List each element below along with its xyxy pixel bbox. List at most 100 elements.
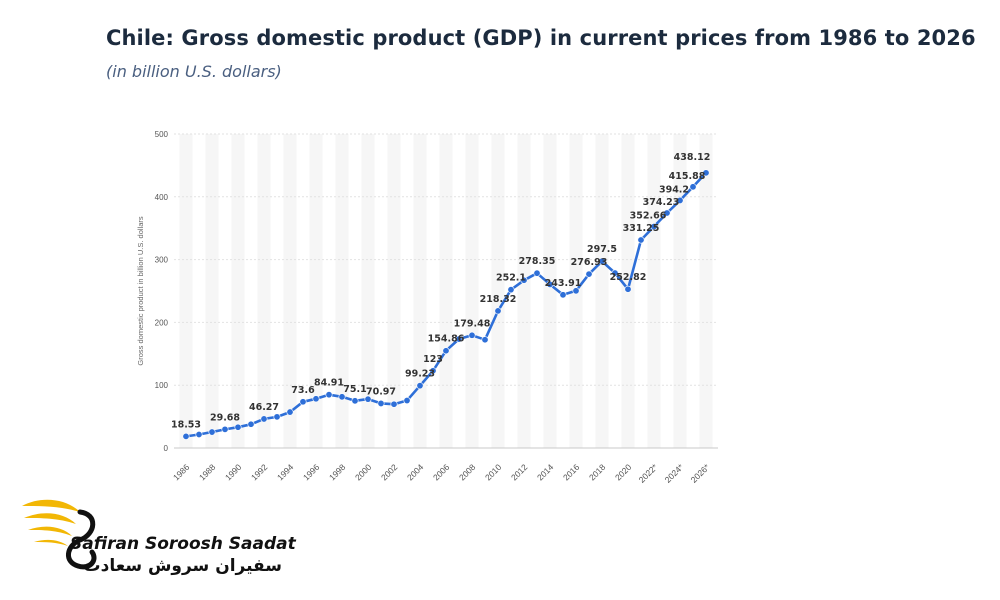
data-label: 179.48: [454, 318, 491, 329]
data-point: [533, 269, 541, 277]
data-label: 243.91: [545, 278, 582, 289]
data-label: 252.1: [496, 273, 526, 284]
grid-band: [673, 134, 687, 448]
data-point: [676, 196, 684, 204]
data-point: [234, 423, 242, 431]
data-point: [312, 395, 320, 403]
grid-band: [595, 134, 609, 448]
data-label: 352.66: [630, 211, 667, 222]
data-label: 331.25: [623, 223, 660, 234]
data-label: 29.68: [210, 412, 240, 423]
data-point: [624, 285, 632, 293]
grid-band: [179, 134, 193, 448]
data-label: 278.35: [519, 256, 556, 267]
grid-band: [699, 134, 713, 448]
data-label: 18.53: [171, 419, 201, 430]
grid-band: [465, 134, 479, 448]
logo-name-persian: سفیران سروش سعادت: [83, 556, 282, 576]
data-point: [377, 399, 385, 407]
y-tick-label: 100: [155, 381, 169, 390]
grid-band: [257, 134, 271, 448]
x-tick-label: 1988: [197, 462, 218, 483]
data-point: [351, 397, 359, 405]
x-tick-label: 1986: [171, 462, 192, 483]
data-point: [338, 393, 346, 401]
x-tick-label: 1996: [301, 462, 322, 483]
y-tick-label: 0: [164, 444, 169, 453]
grid-band: [439, 134, 453, 448]
data-point: [494, 307, 502, 315]
grid-band: [309, 134, 323, 448]
data-point: [585, 270, 593, 278]
grid-band: [335, 134, 349, 448]
x-tick-label: 2016: [561, 462, 582, 483]
data-point: [247, 420, 255, 428]
grid-band: [491, 134, 505, 448]
data-point: [663, 209, 671, 217]
grid-band: [283, 134, 297, 448]
data-label: 73.6: [291, 385, 315, 396]
data-point: [299, 398, 307, 406]
y-tick-label: 400: [155, 193, 169, 202]
data-label: 394.2: [659, 184, 689, 195]
data-point: [702, 169, 710, 177]
data-point: [364, 395, 372, 403]
x-tick-label: 2000: [353, 462, 374, 483]
data-point: [559, 291, 567, 299]
grid-band: [231, 134, 245, 448]
data-point: [507, 286, 515, 294]
x-tick-label: 2014: [535, 462, 556, 483]
chart-subtitle: (in billion U.S. dollars): [106, 62, 282, 81]
x-tick-label: 2024*: [663, 462, 686, 485]
grid-band: [517, 134, 531, 448]
data-point: [572, 287, 580, 295]
grid-band: [543, 134, 557, 448]
chart-title: Chile: Gross domestic product (GDP) in c…: [106, 26, 976, 50]
data-label: 154.86: [428, 334, 465, 345]
x-tick-label: 2006: [431, 462, 452, 483]
data-label: 99.23: [405, 369, 435, 380]
data-label: 252.82: [610, 272, 647, 283]
grid-band: [361, 134, 375, 448]
data-label: 46.27: [249, 402, 279, 413]
data-point: [416, 382, 424, 390]
data-point: [260, 415, 268, 423]
safiran-wing-logo-icon: [22, 499, 97, 570]
data-label: 415.88: [669, 171, 706, 182]
grid-band: [413, 134, 427, 448]
x-tick-label: 2026*: [689, 462, 712, 485]
x-tick-label: 1994: [275, 462, 296, 483]
data-point: [611, 269, 619, 277]
x-tick-label: 1998: [327, 462, 348, 483]
data-point: [182, 432, 190, 440]
y-axis-label: Gross domestic product in billion U.S. d…: [136, 216, 145, 365]
data-label: 218.32: [480, 294, 517, 305]
data-label: 70.97: [366, 386, 396, 397]
data-point: [481, 336, 489, 344]
x-tick-label: 1992: [249, 462, 270, 483]
y-tick-label: 200: [155, 318, 169, 327]
grid-band: [387, 134, 401, 448]
x-tick-label: 2002: [379, 462, 400, 483]
data-label: 75.1: [343, 384, 366, 395]
x-tick-label: 2022*: [637, 462, 660, 485]
data-point: [208, 428, 216, 436]
grid-band: [647, 134, 661, 448]
data-point: [455, 335, 463, 343]
data-point: [598, 257, 606, 265]
grid-band: [205, 134, 219, 448]
logo-name-english: Safiran Soroosh Saadat: [70, 534, 296, 554]
x-tick-label: 2012: [509, 462, 530, 483]
data-point: [390, 400, 398, 408]
data-point: [520, 276, 528, 284]
data-label: 297.5: [587, 244, 617, 255]
data-label: 123: [423, 354, 443, 365]
data-label: 84.91: [314, 378, 344, 389]
x-tick-label: 2018: [587, 462, 608, 483]
data-label: 438.12: [674, 152, 711, 163]
data-point: [195, 430, 203, 438]
x-tick-label: 2010: [483, 462, 504, 483]
data-point: [325, 391, 333, 399]
data-point: [286, 408, 294, 416]
